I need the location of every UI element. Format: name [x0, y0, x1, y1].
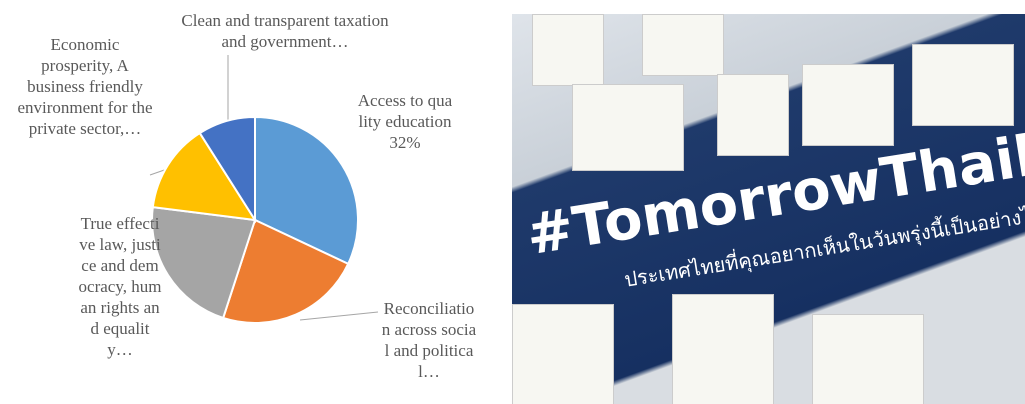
- note: [572, 84, 684, 171]
- note: [642, 14, 724, 76]
- note: [802, 64, 894, 146]
- category-label: Clean and transparent taxation and gover…: [180, 10, 390, 52]
- note: [717, 74, 789, 156]
- value-label: 32%: [389, 133, 420, 152]
- page: Access to quality education 32% Reconcili…: [0, 0, 1025, 404]
- photo: #TomorrowThailand, I hope... ประเทศไทยที…: [512, 14, 1025, 404]
- note: [512, 304, 614, 404]
- slice-label: Access to quality education 32%: [356, 90, 454, 153]
- note: [672, 294, 774, 404]
- note: [912, 44, 1014, 126]
- note: [532, 14, 604, 86]
- note: [812, 314, 924, 404]
- category-label: Economic prosperity, A business friendly…: [15, 34, 155, 139]
- leader-line: [300, 312, 378, 320]
- category-label: Reconciliation across social and politic…: [380, 298, 478, 382]
- category-label: True effective law, justice and democrac…: [78, 213, 162, 360]
- category-label: Access to quality education: [358, 91, 452, 131]
